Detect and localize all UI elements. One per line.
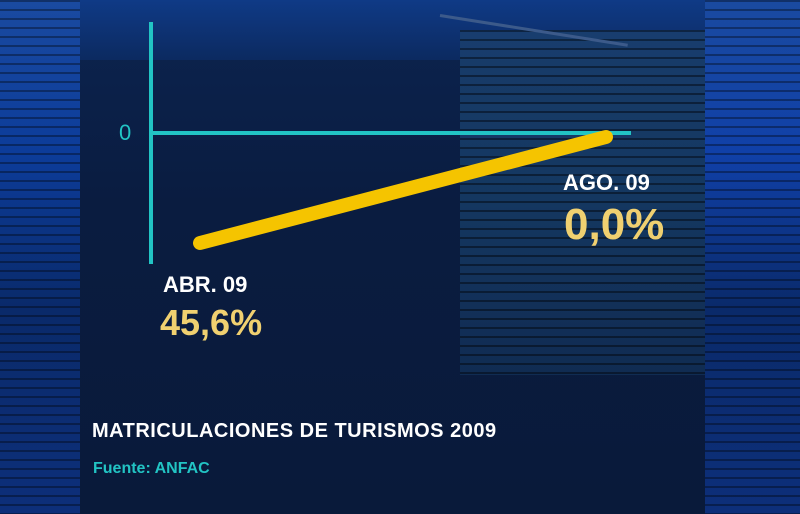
chart-source: Fuente: ANFAC bbox=[93, 460, 210, 477]
background-striped-block bbox=[460, 30, 705, 375]
end-date-label: AGO. 09 bbox=[563, 170, 650, 195]
background-left-stripes bbox=[0, 0, 80, 514]
start-date-label: ABR. 09 bbox=[163, 272, 248, 297]
chart-title: MATRICULACIONES DE TURISMOS 2009 bbox=[92, 420, 497, 442]
y-axis bbox=[149, 22, 153, 264]
start-value-label: 45,6% bbox=[160, 302, 263, 343]
end-value-label: 0,0% bbox=[564, 200, 665, 249]
y-tick-zero: 0 bbox=[119, 120, 132, 145]
background-right-stripes bbox=[705, 0, 800, 514]
zero-baseline bbox=[149, 131, 631, 135]
